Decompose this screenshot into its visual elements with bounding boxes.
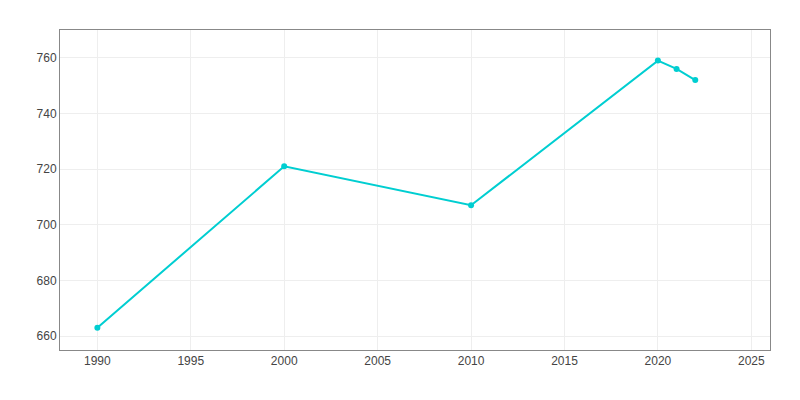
svg-text:740: 740 [37, 107, 57, 121]
svg-text:720: 720 [37, 162, 57, 176]
svg-text:2020: 2020 [645, 354, 672, 368]
svg-text:2015: 2015 [551, 354, 578, 368]
svg-text:1995: 1995 [177, 354, 204, 368]
svg-text:700: 700 [37, 218, 57, 232]
svg-text:2000: 2000 [271, 354, 298, 368]
svg-text:760: 760 [37, 51, 57, 65]
svg-text:2005: 2005 [364, 354, 391, 368]
svg-text:2025: 2025 [738, 354, 765, 368]
svg-text:2010: 2010 [458, 354, 485, 368]
svg-text:1990: 1990 [84, 354, 111, 368]
svg-text:660: 660 [37, 329, 57, 343]
svg-text:680: 680 [37, 274, 57, 288]
